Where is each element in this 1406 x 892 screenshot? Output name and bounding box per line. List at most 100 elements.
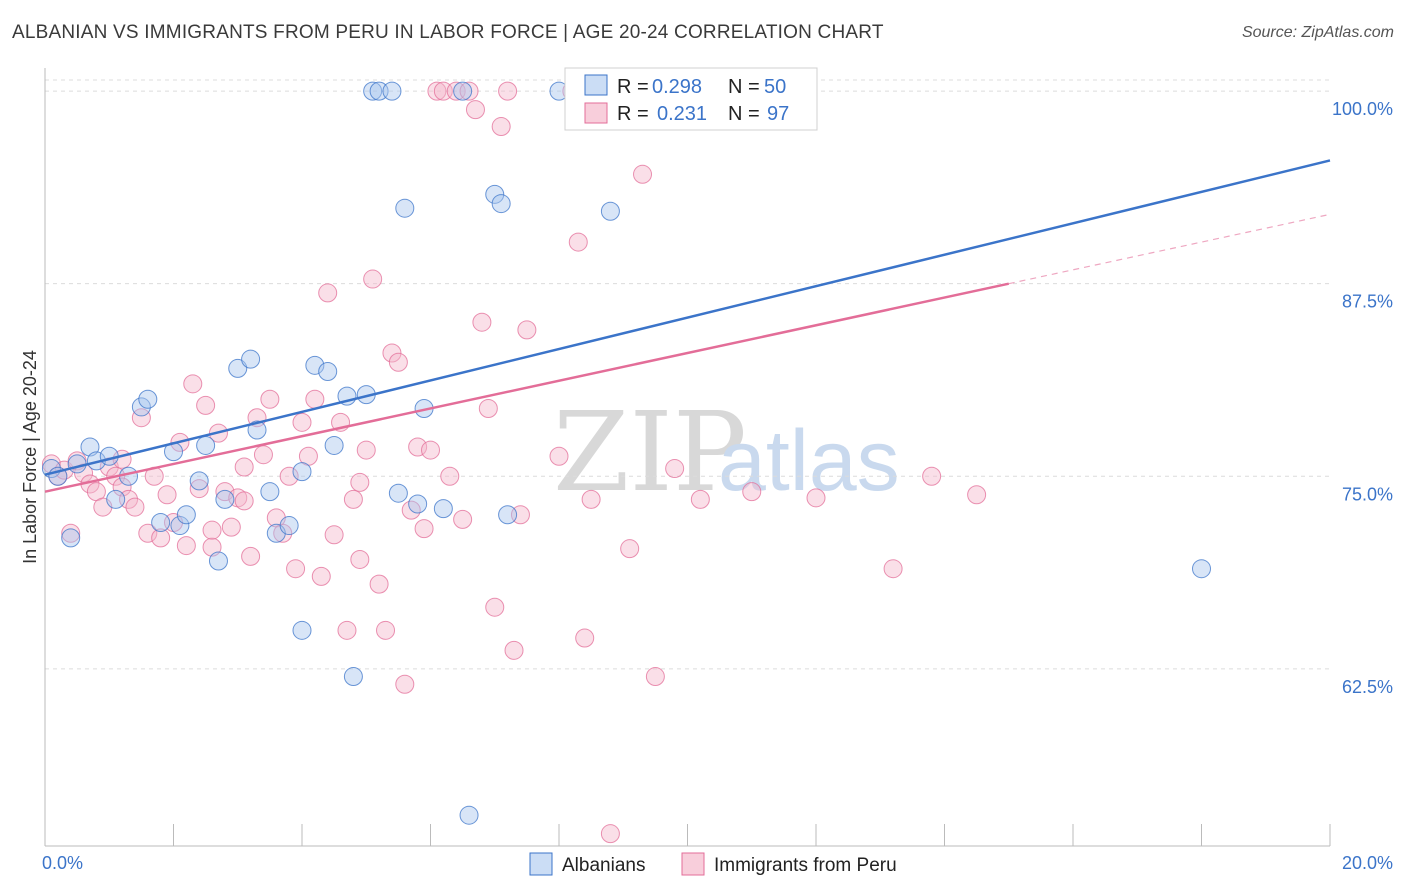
peru-point bbox=[581, 489, 601, 509]
legend-bottom-swatch-albanians bbox=[529, 852, 553, 876]
legend-swatch-albanians bbox=[584, 74, 608, 96]
peru-point bbox=[690, 489, 710, 509]
peru-point bbox=[311, 566, 331, 586]
albanians-point bbox=[408, 494, 428, 514]
legend-swatch-peru bbox=[584, 102, 608, 124]
peru-point bbox=[183, 374, 203, 394]
legend-r-value-peru: 0.231 bbox=[657, 103, 707, 125]
albanians-point bbox=[363, 81, 383, 101]
peru-point bbox=[465, 100, 485, 120]
peru-point bbox=[157, 485, 177, 505]
peru-point bbox=[633, 164, 653, 184]
series-peru-points bbox=[41, 81, 987, 844]
albanians-point bbox=[388, 483, 408, 503]
peru-point bbox=[665, 459, 685, 479]
legend-bottom-label-peru: Immigrants from Peru bbox=[714, 855, 897, 876]
albanians-point bbox=[459, 805, 479, 825]
peru-point bbox=[196, 395, 216, 415]
watermark-zip: ZIP bbox=[553, 388, 747, 516]
peru-point bbox=[922, 466, 942, 486]
x-tick-label-min: 0.0% bbox=[42, 853, 83, 873]
legend-n-label-peru: N = bbox=[728, 103, 760, 125]
peru-point bbox=[414, 519, 434, 539]
albanians-point bbox=[433, 499, 453, 519]
y-tick-label: 75.0% bbox=[1342, 484, 1393, 504]
peru-point bbox=[138, 523, 158, 543]
peru-point bbox=[568, 232, 588, 252]
trend-lines bbox=[44, 159, 1331, 493]
peru-point bbox=[645, 667, 665, 687]
albanians-point bbox=[208, 551, 228, 571]
peru-point bbox=[491, 117, 511, 137]
peru-point bbox=[241, 546, 261, 566]
peru-point bbox=[440, 466, 460, 486]
peru-point bbox=[388, 352, 408, 372]
legend-top: R = 0.298 N = 50 R = 0.231 N = 97 bbox=[564, 67, 818, 131]
trend-line-albanians bbox=[44, 159, 1331, 476]
peru-point bbox=[279, 466, 299, 486]
peru-point bbox=[620, 539, 640, 559]
y-tick-label: 87.5% bbox=[1342, 292, 1393, 312]
peru-point bbox=[498, 81, 518, 101]
albanians-point bbox=[292, 462, 312, 482]
peru-point bbox=[600, 824, 620, 844]
series-albanians-points bbox=[41, 81, 1211, 825]
albanians-point bbox=[138, 389, 158, 409]
peru-point bbox=[350, 472, 370, 492]
albanians-point bbox=[343, 667, 363, 687]
albanians-point bbox=[247, 420, 267, 440]
peru-point bbox=[202, 520, 222, 540]
peru-point bbox=[806, 488, 826, 508]
legend-bottom-label-albanians: Albanians bbox=[562, 855, 645, 876]
peru-point bbox=[189, 479, 209, 499]
peru-point bbox=[485, 597, 505, 617]
albanians-point bbox=[106, 489, 126, 509]
peru-point bbox=[318, 283, 338, 303]
peru-point bbox=[472, 312, 492, 332]
peru-point bbox=[363, 269, 383, 289]
x-ticks bbox=[44, 824, 1331, 846]
legend-r-value-albanians: 0.298 bbox=[652, 76, 702, 98]
peru-point bbox=[478, 398, 498, 418]
albanians-point bbox=[131, 397, 151, 417]
y-tick-label: 62.5% bbox=[1342, 677, 1393, 697]
y-tick-label: 100.0% bbox=[1332, 99, 1393, 119]
peru-point bbox=[408, 437, 428, 457]
peru-point bbox=[382, 343, 402, 363]
peru-point bbox=[176, 536, 196, 556]
albanians-point bbox=[382, 81, 402, 101]
legend-bottom: Albanians Immigrants from Peru bbox=[529, 852, 897, 876]
albanians-point bbox=[485, 184, 505, 204]
peru-point bbox=[234, 457, 254, 477]
peru-point bbox=[504, 640, 524, 660]
peru-point bbox=[324, 525, 344, 545]
peru-point bbox=[337, 620, 357, 640]
albanians-point bbox=[600, 201, 620, 221]
legend-bottom-swatch-peru bbox=[681, 852, 705, 876]
albanians-point bbox=[67, 454, 87, 474]
albanians-point bbox=[176, 505, 196, 525]
albanians-point bbox=[324, 435, 344, 455]
peru-point bbox=[742, 482, 762, 502]
y-axis-label: In Labor Force | Age 20-24 bbox=[20, 350, 40, 564]
peru-point bbox=[215, 482, 235, 502]
peru-point bbox=[395, 674, 415, 694]
peru-point bbox=[369, 574, 389, 594]
peru-point bbox=[517, 320, 537, 340]
y-tick-labels: 62.5% 75.0% 87.5% 100.0% bbox=[1332, 99, 1393, 697]
albanians-point bbox=[260, 482, 280, 502]
albanians-point bbox=[318, 361, 338, 381]
peru-point bbox=[343, 489, 363, 509]
albanians-point bbox=[305, 355, 325, 375]
peru-point bbox=[292, 412, 312, 432]
peru-point bbox=[459, 81, 479, 101]
chart-title: ALBANIAN VS IMMIGRANTS FROM PERU IN LABO… bbox=[12, 22, 884, 43]
peru-point bbox=[112, 477, 132, 497]
peru-point bbox=[549, 446, 569, 466]
peru-point bbox=[202, 537, 222, 557]
albanians-point bbox=[189, 471, 209, 491]
peru-point bbox=[221, 517, 241, 537]
albanians-point bbox=[151, 512, 171, 532]
chart-source: Source: ZipAtlas.com bbox=[1241, 24, 1394, 41]
